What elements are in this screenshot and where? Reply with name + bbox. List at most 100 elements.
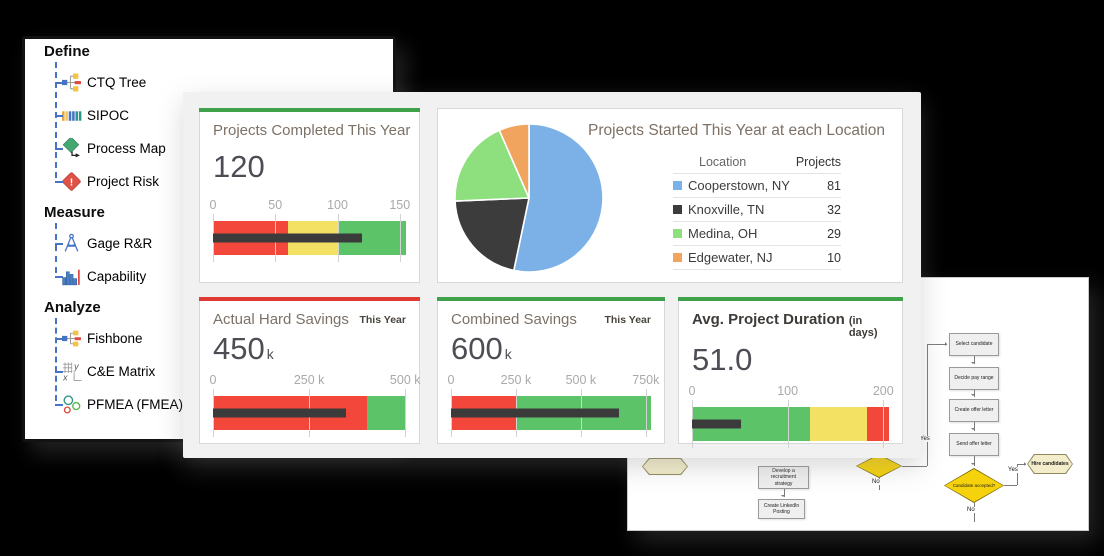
svg-text:!: ! — [70, 176, 74, 188]
card-accent-bar — [437, 297, 665, 301]
flow-node-create-offer-letter[interactable]: Create offer letter — [949, 399, 999, 422]
card-accent-bar — [199, 297, 420, 301]
no-secondary-label: No — [871, 479, 881, 485]
section-items: Fishbone x y C&E Matrix PFMEA (FMEA) — [25, 318, 393, 421]
card-title: Avg. Project Duration — [692, 311, 845, 328]
legend-value: 10 — [827, 250, 841, 265]
process-map-icon — [61, 138, 82, 159]
bullet-bar — [213, 214, 406, 262]
flow-arrowhead — [971, 463, 975, 465]
flow-node-face: Hire candidates — [1028, 455, 1072, 473]
axis-tick-label: 750k — [632, 373, 660, 387]
card-accent-bar — [678, 297, 903, 301]
gage-rr-icon — [61, 233, 82, 254]
flow-node-develop-recruitment-strategy[interactable]: Develop a recruitment strategy — [758, 466, 809, 489]
bullet-zone — [809, 407, 867, 441]
flow-node-face: Candidate accepted? — [945, 469, 1003, 502]
flow-connector — [973, 422, 975, 431]
capability-histogram-icon — [61, 266, 82, 287]
flow-node-face — [643, 459, 687, 474]
bullet-chart: 0 250 k 500 k — [210, 373, 421, 437]
toolbox-item-label: Project Risk — [87, 174, 160, 189]
sipoc-icon — [61, 105, 82, 126]
flow-node-partial-hexagon[interactable] — [642, 458, 688, 475]
toolbox-item-label: SIPOC — [87, 108, 130, 123]
axis-tick-label: 500 k — [389, 373, 421, 387]
flow-connector — [973, 356, 975, 364]
yes-loop-label: Yes — [919, 436, 931, 442]
toolbox-item-project-risk[interactable]: ! Project Risk — [25, 165, 393, 198]
no-main-label: No — [966, 507, 976, 513]
flow-node-select-candidate[interactable]: Select candidate — [949, 333, 999, 356]
flow-connector — [1017, 464, 1018, 485]
bullet-zone — [867, 407, 889, 441]
card-title: Projects Completed This Year — [213, 122, 411, 139]
flow-connector — [1017, 464, 1026, 465]
avg-project-duration-card[interactable]: Avg. Project Duration (in days) 51.0 0 10… — [678, 297, 903, 448]
axis-gridline — [399, 214, 401, 262]
toolbox-item-sipoc[interactable]: SIPOC — [25, 99, 393, 132]
axis-gridline — [883, 400, 885, 448]
toolbox-section-measure: Measure Gage R&R Capability — [25, 204, 393, 293]
axis-tick-label: 0 — [447, 373, 455, 387]
bullet-chart: 0 50 100 150 — [210, 198, 410, 262]
projects-started-card[interactable]: Projects Started This Year at each Locat… — [437, 108, 903, 283]
flow-arrowhead — [781, 495, 785, 497]
toolbox-item-label: Capability — [87, 269, 147, 284]
bullet-measure-bar — [692, 419, 741, 429]
axis-tick-label: 500 k — [565, 373, 597, 387]
pie-slice-knoxville-tn — [454, 197, 530, 272]
actual-hard-savings-card[interactable]: Actual Hard Savings This Year 450 k 0 250 … — [199, 297, 421, 444]
bullet-chart: 0 100 200 — [689, 384, 894, 448]
legend-color-swatch — [673, 253, 682, 262]
combined-savings-card[interactable]: Combined Savings This Year 600 k 0 250 k 50… — [437, 297, 665, 444]
toolbox-item-pfmea-fmea[interactable]: PFMEA (FMEA) — [25, 388, 393, 421]
axis-gridline — [645, 389, 647, 437]
toolbox-item-label: Process Map — [87, 141, 166, 156]
toolbox-item-ctq-tree[interactable]: CTQ Tree — [25, 66, 393, 99]
axis-gridline — [787, 400, 789, 448]
dashboard-panel: Projects Completed This Year 120 0 50 100 1… — [183, 92, 921, 458]
legend-row-cooperstown-ny: Cooperstown, NY 81 — [673, 173, 841, 197]
flow-arrowhead — [971, 394, 975, 396]
bullet-bar — [692, 400, 889, 448]
bullet-bar — [451, 389, 651, 437]
axis-tick-label: 150 — [389, 198, 411, 212]
toolbox-item-capability[interactable]: Capability — [25, 260, 393, 293]
flow-node-send-offer-letter[interactable]: Send offer letter — [949, 433, 999, 456]
flow-arrowhead — [971, 428, 975, 430]
card-subtitle: This Year — [359, 314, 406, 326]
pfmea-icon — [61, 394, 82, 415]
bullet-measure-bar — [213, 408, 346, 418]
flow-connector — [783, 489, 785, 497]
legend-header-row: Location Projects — [673, 151, 841, 173]
flow-connector — [927, 344, 928, 466]
card-title-row: Combined Savings This Year — [451, 311, 651, 328]
projects-completed-card[interactable]: Projects Completed This Year 120 0 50 100 1… — [199, 108, 420, 283]
legend-label: Knoxville, TN — [688, 202, 765, 217]
legend-label: Edgewater, NJ — [688, 250, 773, 265]
flow-node-face — [857, 455, 901, 477]
toolbox-item-fishbone[interactable]: Fishbone — [25, 322, 393, 355]
flow-node-decide-pay-range[interactable]: Decide pay range — [949, 367, 999, 390]
bullet-bar — [213, 389, 407, 437]
toolbox-item-gage-r-r[interactable]: Gage R&R — [25, 227, 393, 260]
legend-row-medina-oh: Medina, OH 29 — [673, 221, 841, 245]
flow-node-create-linkedin-posting[interactable]: Create LinkedIn Posting — [758, 499, 805, 519]
bullet-axis: 0 250 k 500 k — [210, 373, 421, 389]
card-title-row: Avg. Project Duration (in days) — [692, 311, 889, 339]
pie-slice-edgewater-nj — [498, 123, 530, 199]
flow-node-hire-candidates[interactable]: Hire candidates — [1027, 454, 1073, 474]
flow-node-candidate-accepted[interactable]: Candidate accepted? — [944, 468, 1004, 503]
pie-legend: Location Projects Cooperstown, NY 81 Knoxvil… — [673, 151, 841, 270]
toolbox-item-c-e-matrix[interactable]: x y C&E Matrix — [25, 355, 393, 388]
axis-tick-label: 250 k — [293, 373, 325, 387]
yes-accept-label: Yes — [1007, 467, 1019, 473]
pie-chart — [451, 120, 607, 281]
axis-gridline — [405, 389, 407, 437]
card-title-row: Projects Completed This Year — [213, 122, 410, 139]
toolbox-item-process-map[interactable]: Process Map — [25, 132, 393, 165]
legend-value: 32 — [827, 202, 841, 217]
legend-label: Medina, OH — [688, 226, 758, 241]
